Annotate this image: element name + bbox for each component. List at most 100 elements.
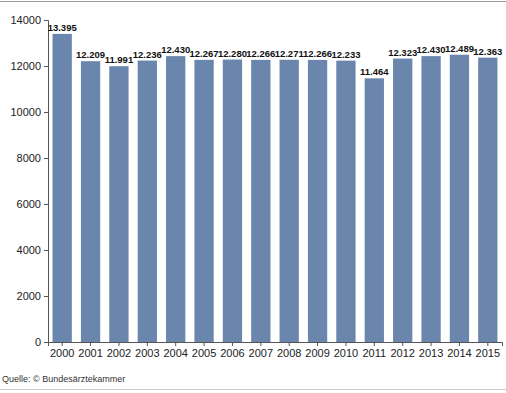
x-tick: 2015 xyxy=(476,342,500,359)
bar xyxy=(393,59,412,342)
x-tick: 2000 xyxy=(50,342,74,359)
x-tick: 2003 xyxy=(135,342,159,359)
x-tick-mark xyxy=(289,342,290,346)
data-label: 11.464 xyxy=(360,66,389,77)
bar xyxy=(53,34,72,342)
x-tick-mark xyxy=(374,342,375,346)
y-axis: 02000400060008000100001200014000 xyxy=(10,14,48,348)
data-label: 12.271 xyxy=(275,48,305,59)
x-tick-label: 2008 xyxy=(277,347,301,359)
x-tick-label: 2012 xyxy=(390,347,414,359)
data-label: 12.209 xyxy=(76,49,105,60)
x-tick: 2008 xyxy=(277,342,301,359)
data-label: 12.267 xyxy=(190,48,219,59)
x-tick-mark xyxy=(317,342,318,346)
y-tick: 2000 xyxy=(17,290,48,302)
bar xyxy=(478,58,497,342)
x-tick: 2007 xyxy=(249,342,273,359)
y-tick-mark xyxy=(44,66,48,67)
data-label: 12.266 xyxy=(246,48,275,59)
x-tick-mark xyxy=(232,342,233,346)
x-tick: 2012 xyxy=(390,342,414,359)
x-tick-label: 2006 xyxy=(220,347,244,359)
source: Quelle: © Bundesärztekammer xyxy=(2,374,125,384)
y-tick-label: 8000 xyxy=(17,152,41,164)
bar xyxy=(194,60,213,342)
y-tick-label: 10000 xyxy=(10,106,41,118)
data-label: 12.430 xyxy=(417,44,446,55)
y-tick-mark xyxy=(44,112,48,113)
y-tick: 6000 xyxy=(17,198,48,210)
x-tick-mark xyxy=(345,342,346,346)
x-axis: 2000 2001 2002 2003 2004 2005 2006 2007 2008 2009… xyxy=(49,342,503,359)
bar xyxy=(109,66,128,342)
x-tick-label: 2005 xyxy=(192,347,216,359)
y-tick-label: 6000 xyxy=(17,198,41,210)
bar xyxy=(336,61,355,342)
y-axis-line xyxy=(44,21,49,343)
y-tick-mark xyxy=(44,296,48,297)
y-tick-label: 2000 xyxy=(17,290,41,302)
y-tick: 12000 xyxy=(10,60,48,72)
y-tick-mark xyxy=(44,158,48,159)
data-label: 12.236 xyxy=(133,49,162,60)
y-tick-mark xyxy=(44,204,48,205)
bar xyxy=(280,60,299,342)
x-tick-label: 2013 xyxy=(419,347,443,359)
bar xyxy=(365,78,384,342)
bar xyxy=(138,61,157,342)
y-tick: 8000 xyxy=(17,152,48,164)
x-tick-mark xyxy=(431,342,432,346)
x-tick-mark xyxy=(487,342,488,346)
bar xyxy=(450,55,469,342)
y-tick-mark xyxy=(44,250,48,251)
plot: 0200040006000800010000120001400020002001… xyxy=(10,14,502,359)
bar xyxy=(251,60,270,342)
data-label: 12.266 xyxy=(303,48,332,59)
data-labels: 13.39512.20911.99112.23612.43012.26712.2… xyxy=(48,22,503,77)
y-tick: 10000 xyxy=(10,106,48,118)
x-tick-mark xyxy=(147,342,148,346)
bar xyxy=(81,61,100,342)
x-axis-line xyxy=(49,343,503,347)
data-label: 12.280 xyxy=(218,48,247,59)
bars xyxy=(53,34,498,342)
x-tick-label: 2002 xyxy=(107,347,131,359)
y-tick-mark xyxy=(44,20,48,21)
data-label: 12.323 xyxy=(388,47,417,58)
x-tick-label: 2010 xyxy=(334,347,358,359)
chart: 0200040006000800010000120001400020002001… xyxy=(0,0,506,393)
x-tick-label: 2014 xyxy=(447,347,471,359)
y-tick-label: 14000 xyxy=(10,14,41,26)
x-tick-mark xyxy=(204,342,205,346)
x-tick: 2010 xyxy=(334,342,358,359)
x-tick: 2005 xyxy=(192,342,216,359)
data-label: 12.489 xyxy=(445,43,474,54)
x-tick: 2004 xyxy=(163,342,187,359)
y-tick-mark xyxy=(44,342,48,343)
data-label: 11.991 xyxy=(105,54,134,65)
x-tick-label: 2004 xyxy=(163,347,187,359)
bar xyxy=(421,56,440,342)
x-tick-mark xyxy=(402,342,403,346)
x-tick: 2011 xyxy=(362,342,386,359)
x-tick-label: 2001 xyxy=(78,347,102,359)
bar xyxy=(308,60,327,342)
y-tick: 14000 xyxy=(10,14,48,26)
top-rule xyxy=(0,1,506,2)
data-label: 12.430 xyxy=(161,44,190,55)
x-tick-mark xyxy=(260,342,261,346)
y-tick-label: 4000 xyxy=(17,244,41,256)
x-tick-label: 2000 xyxy=(50,347,74,359)
data-label: 12.363 xyxy=(473,46,502,57)
y-tick-label: 12000 xyxy=(10,60,41,72)
data-label: 12.233 xyxy=(331,49,360,60)
x-tick: 2014 xyxy=(447,342,471,359)
x-tick-mark xyxy=(459,342,460,346)
x-tick-label: 2007 xyxy=(249,347,273,359)
x-tick: 2001 xyxy=(78,342,102,359)
bar xyxy=(166,56,185,342)
x-tick: 2006 xyxy=(220,342,244,359)
x-tick-label: 2003 xyxy=(135,347,159,359)
x-tick: 2009 xyxy=(305,342,329,359)
